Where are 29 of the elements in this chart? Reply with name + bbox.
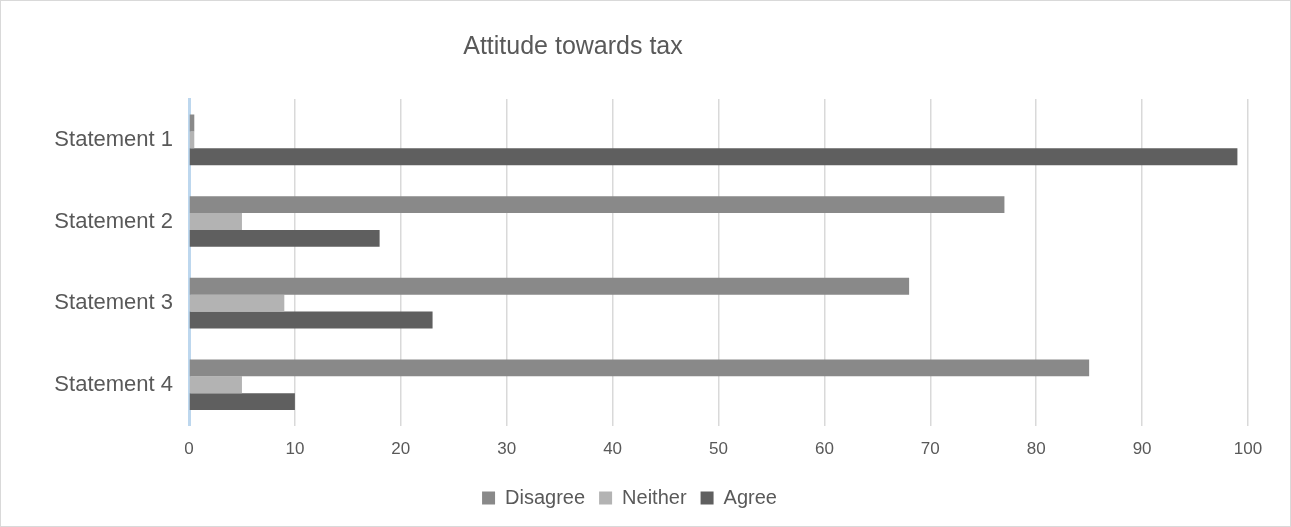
x-tick-label: 60 xyxy=(814,439,834,459)
bar xyxy=(189,196,1005,214)
y-tick-label: Statement 4 xyxy=(54,370,173,396)
bar xyxy=(189,229,380,247)
x-tick-label: 50 xyxy=(709,439,728,459)
legend-label: Disagree xyxy=(505,485,586,508)
bar xyxy=(189,376,242,394)
bar xyxy=(189,311,433,329)
bar xyxy=(189,393,295,411)
bar xyxy=(189,148,1238,166)
bar xyxy=(189,359,1090,377)
x-tick-label: 70 xyxy=(920,439,940,459)
x-tick-label: 80 xyxy=(1026,439,1046,459)
x-tick-label: 10 xyxy=(285,439,305,459)
bar xyxy=(189,277,910,295)
x-tick-label: 100 xyxy=(1233,439,1263,459)
y-tick-label: Statement 2 xyxy=(54,207,173,233)
y-tick-label: Statement 3 xyxy=(54,289,173,315)
x-tick-label: 20 xyxy=(391,439,411,459)
y-tick-label: Statement 1 xyxy=(54,125,173,151)
legend-label: Neither xyxy=(622,485,687,508)
bar xyxy=(189,213,242,230)
x-tick-label: 40 xyxy=(603,439,623,459)
x-tick-label: 0 xyxy=(184,439,194,459)
legend-label: Agree xyxy=(723,485,777,508)
x-tick-label: 30 xyxy=(497,439,517,459)
bar xyxy=(189,294,285,312)
chart-title: Attitude towards tax xyxy=(462,31,684,60)
x-tick-label: 90 xyxy=(1132,439,1152,459)
